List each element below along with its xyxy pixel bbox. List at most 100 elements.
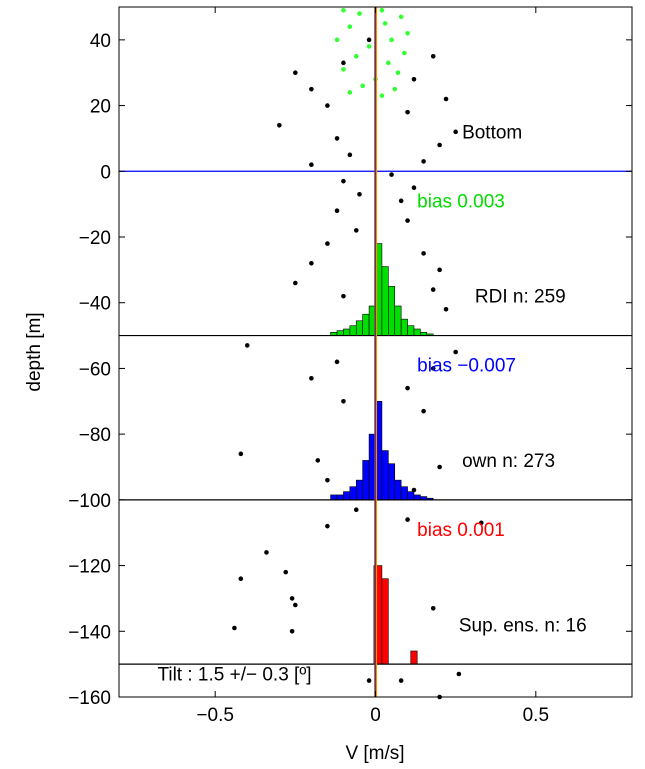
data-point — [430, 366, 436, 371]
data-point — [341, 293, 346, 299]
histogram-bar — [407, 491, 415, 501]
data-point — [443, 96, 449, 102]
data-point — [244, 343, 250, 348]
data-point — [334, 136, 340, 141]
histogram-bar — [330, 494, 338, 501]
histogram-bar — [400, 486, 408, 501]
data-point — [398, 678, 404, 683]
histogram-bar — [349, 486, 357, 501]
annotation-text: Sup. ens. n: 16 — [459, 615, 587, 636]
data-point — [405, 517, 410, 522]
data-point — [389, 37, 394, 43]
annotation-text: bias −0.007 — [417, 356, 516, 377]
data-point — [389, 172, 394, 177]
data-point — [430, 53, 436, 59]
annotation-text: bias 0.003 — [417, 191, 505, 212]
data-point — [402, 50, 407, 56]
data-point — [398, 14, 404, 20]
data-point — [411, 76, 417, 82]
data-point — [293, 602, 298, 608]
histogram-bar — [410, 650, 418, 665]
data-point — [421, 159, 426, 164]
histogram-bar — [355, 320, 363, 336]
data-point — [289, 628, 295, 634]
data-point — [238, 451, 244, 457]
y-tick-label: −100 — [68, 491, 111, 512]
y-tick-label: −80 — [79, 425, 111, 446]
data-point — [353, 228, 359, 233]
data-point — [353, 53, 359, 59]
histogram-bar — [336, 330, 344, 336]
data-point — [366, 678, 372, 683]
data-point — [405, 218, 410, 223]
data-point — [479, 520, 484, 526]
histogram-bar — [349, 325, 357, 336]
histogram-bar — [394, 479, 402, 501]
data-point — [430, 605, 436, 611]
data-point — [360, 83, 365, 89]
data-point — [357, 11, 362, 16]
data-point — [334, 37, 340, 43]
data-point — [382, 21, 388, 26]
histogram-bar — [407, 325, 415, 336]
data-point — [456, 671, 462, 677]
data-point — [421, 408, 426, 414]
histogram-bar — [413, 328, 421, 336]
y-tick-label: 20 — [90, 97, 111, 118]
data-point — [309, 86, 314, 92]
annotation-text: Tilt : 1.5 +/− 0.3 [º] — [157, 665, 311, 686]
x-tick-label: −0.5 — [196, 705, 234, 726]
data-point — [357, 191, 362, 197]
histogram-bar — [381, 266, 389, 336]
data-point — [405, 385, 410, 391]
data-point — [453, 349, 458, 355]
y-tick-label: 0 — [100, 162, 111, 183]
histogram-bar — [388, 463, 396, 501]
histogram-bar — [362, 460, 370, 501]
data-point — [238, 576, 244, 582]
histogram-bar — [336, 494, 344, 501]
annotations: Bottom bias 0.003 RDI n: 259 bias −0.007 own… — [157, 122, 586, 685]
x-tick-label: 0 — [370, 705, 381, 726]
data-point — [386, 60, 391, 66]
y-axis-label: depth [m] — [24, 312, 45, 391]
histogram-bar — [355, 479, 363, 501]
data-point — [309, 260, 314, 266]
data-point — [379, 93, 385, 99]
histogram-bar — [381, 450, 389, 501]
data-point — [264, 550, 269, 555]
data-point — [325, 103, 330, 108]
x-axis: −0.5 0 0.5 — [196, 7, 549, 726]
data-point — [293, 280, 298, 286]
data-point — [379, 7, 385, 13]
data-point — [405, 109, 410, 115]
data-point — [341, 398, 346, 404]
data-point — [347, 152, 353, 158]
data-point — [405, 30, 410, 36]
histogram-bar — [400, 318, 408, 336]
data-point — [411, 487, 417, 493]
histogram-bar — [413, 494, 421, 501]
data-point — [289, 596, 295, 601]
data-point — [395, 70, 401, 76]
data-point — [411, 185, 417, 191]
data-point — [347, 90, 353, 95]
data-point — [341, 60, 346, 66]
data-point — [392, 86, 398, 92]
data-point — [437, 267, 442, 273]
x-tick-label: 0.5 — [523, 705, 549, 726]
data-point — [341, 178, 346, 184]
y-tick-label: −120 — [68, 557, 111, 578]
data-point — [309, 375, 314, 381]
data-point — [232, 625, 237, 631]
annotation-text: RDI n: 259 — [475, 287, 566, 308]
histogram-bar — [343, 491, 351, 501]
data-point — [325, 241, 330, 246]
histogram-bar — [394, 305, 402, 336]
histogram-bar — [388, 285, 396, 336]
y-axis: 40 20 0 −20 −40 −60 −80 −100 −120 −140 −160 — [68, 31, 632, 709]
data-point — [443, 306, 449, 312]
y-tick-label: −40 — [79, 294, 111, 315]
data-point — [366, 44, 372, 49]
